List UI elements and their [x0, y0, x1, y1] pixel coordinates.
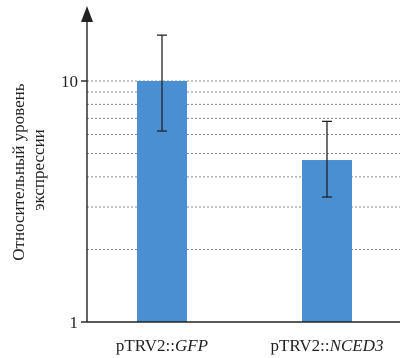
y-axis-label-line-1: Относительный уровень	[9, 83, 28, 261]
category-label-gene: GFP	[175, 336, 208, 355]
error-bars	[157, 34, 332, 198]
bars	[137, 81, 352, 322]
category-label-prefix: pTRV2::	[116, 336, 175, 355]
y-axis-label: Относительный уровень экспрессии	[9, 79, 48, 261]
y-tick-label: 10	[61, 72, 78, 91]
y-axis-arrow-icon	[81, 6, 93, 22]
category-label: pTRV2::NCED3	[271, 336, 384, 355]
category-label-prefix: pTRV2::	[271, 336, 330, 355]
y-tick-label: 1	[70, 313, 79, 332]
y-axis-ticks: 1 10	[61, 72, 87, 332]
category-labels: pTRV2::GFP pTRV2::NCED3	[116, 336, 384, 355]
category-label: pTRV2::GFP	[116, 336, 208, 355]
category-label-gene: NCED3	[329, 336, 384, 355]
y-axis-label-line-2: экспрессии	[29, 129, 48, 211]
grid-lines	[87, 80, 400, 250]
